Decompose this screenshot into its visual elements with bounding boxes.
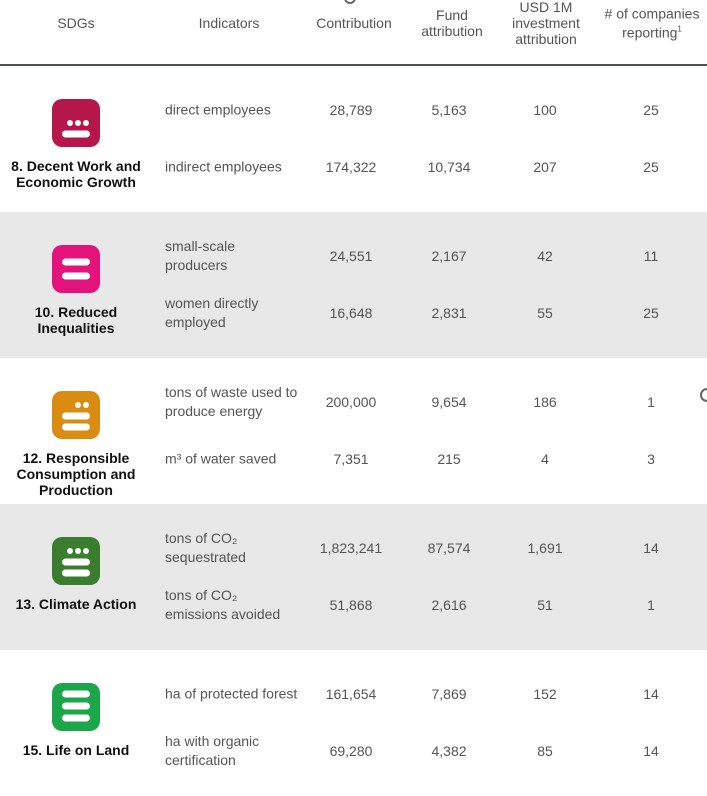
companies-value: 1 [647,597,655,613]
contribution-value: 69,280 [329,743,373,759]
companies-value: 1 [647,394,655,410]
sdg-section: 12. Responsible Consumption and Producti… [0,358,707,504]
sdg13-icon [52,537,100,585]
fund-value: 2,167 [431,248,467,264]
usd-value: 1,691 [527,540,563,556]
header-contribution: Contribution [316,15,392,31]
sdg15-icon [52,683,100,731]
indicator-label: ha with organic certification [165,733,260,768]
sdg-label: 10. Reduced Inequalities [34,304,118,336]
sdg-label: 8. Decent Work and Economic Growth [11,158,141,190]
usd-value: 100 [533,102,557,118]
indicator-label: ha of protected forest [165,685,298,702]
fund-value: 5,163 [431,102,467,118]
usd-value: 186 [533,394,557,410]
companies-value: 3 [647,451,655,467]
usd-value: 42 [537,248,553,264]
indicator-label: tons of waste used to produce energy [165,384,298,419]
footnote-marker: 1 [677,24,682,34]
companies-value: 14 [643,743,659,759]
header-fund-attribution: Fund attribution [421,7,483,39]
usd-value: 4 [541,451,549,467]
contribution-value: 200,000 [325,394,377,410]
indicator-label: direct employees [165,101,271,118]
fund-value: 2,831 [431,305,467,321]
sdg-section: 8. Decent Work and Economic Growth direct… [0,66,707,212]
indicator-label: small-scale producers [165,238,236,273]
usd-value: 207 [533,159,557,175]
contribution-value: 161,654 [325,686,377,702]
sdg-section: 15. Life on Land ha of protected forest 16… [0,650,707,796]
sdg8-icon [52,99,100,147]
usd-value: 51 [537,597,553,613]
fund-value: 7,869 [431,686,467,702]
header-sdgs: SDGs [57,15,95,31]
usd-value: 152 [533,686,557,702]
fund-value: 87,574 [427,540,471,556]
usd-value: 85 [537,743,553,759]
companies-value: 11 [643,248,659,264]
clipped-glyph [700,388,707,402]
contribution-value: 7,351 [333,451,369,467]
usd-value: 55 [537,305,553,321]
header-usd-attribution: USD 1M investment attribution [512,0,580,47]
sdg-section: 13. Climate Action tons of CO₂ sequestrat… [0,504,707,650]
indicator-label: tons of CO₂ sequestrated [165,530,246,565]
companies-value: 14 [643,686,659,702]
header-companies-reporting: # of companies reporting1 [604,5,700,41]
contribution-value: 51,868 [329,597,373,613]
fund-value: 10,734 [427,159,471,175]
contribution-value: 16,648 [329,305,373,321]
indicator-label: women directly employed [165,295,259,330]
header-indicators: Indicators [198,15,260,31]
companies-value: 25 [643,102,659,118]
fund-value: 9,654 [431,394,467,410]
indicator-label: indirect employees [165,158,282,175]
fund-value: 215 [437,451,461,467]
sdg-label: 13. Climate Action [15,596,137,612]
companies-value: 25 [643,159,659,175]
sdg-section: 10. Reduced Inequalities small-scale prod… [0,212,707,358]
fund-value: 4,382 [431,743,467,759]
contribution-value: 24,551 [329,248,373,264]
contribution-value: 1,823,241 [319,540,383,556]
table-header: SDGs Indicators Contribution Fund attrib… [0,0,707,66]
indicator-label: m³ of water saved [165,450,277,467]
fund-value: 2,616 [431,597,467,613]
contribution-value: 28,789 [329,102,373,118]
indicator-label: tons of CO₂ emissions avoided [165,587,281,622]
companies-value: 25 [643,305,659,321]
sdg-label: 15. Life on Land [22,742,130,758]
sdg10-icon [52,245,100,293]
contribution-value: 174,322 [325,159,377,175]
companies-value: 14 [643,540,659,556]
sdg12-icon [52,391,100,439]
sdg-label: 12. Responsible Consumption and Producti… [16,450,136,498]
